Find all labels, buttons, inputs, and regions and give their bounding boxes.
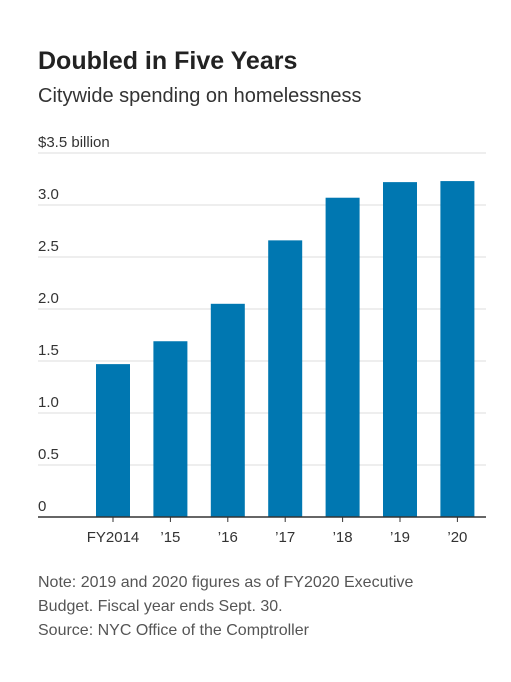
bar — [383, 182, 417, 517]
x-tick-label: ’18 — [333, 529, 353, 546]
y-tick-label: 0.5 — [38, 446, 59, 463]
bar — [96, 364, 130, 517]
bar-chart: 0 0.5 1.0 1.5 2.0 2.5 3.0 $3.5 billion FY2014 ’1… — [38, 134, 486, 546]
bar — [268, 240, 303, 518]
bars — [96, 181, 475, 518]
y-tick-label: 1.0 — [38, 394, 59, 411]
bar — [210, 303, 245, 517]
y-tick-label: 2.0 — [38, 290, 59, 307]
x-tick-label: ’15 — [160, 529, 180, 546]
chart-title: Doubled in Five Years — [38, 47, 298, 75]
x-tick-label: ’19 — [390, 529, 410, 546]
y-tick-label: 3.0 — [38, 186, 59, 203]
source-line: Source: NYC Office of the Comptroller — [38, 622, 309, 639]
x-tick-label: ’16 — [218, 529, 238, 546]
chart-subtitle: Citywide spending on homelessness — [38, 85, 362, 107]
x-tick-label: ’20 — [447, 529, 467, 546]
note-line-1: Note: 2019 and 2020 figures as of FY2020… — [38, 574, 414, 591]
x-tick-label: FY2014 — [87, 529, 140, 546]
bar — [325, 197, 360, 517]
bar — [440, 181, 475, 517]
y-tick-label: 1.5 — [38, 342, 59, 359]
note-line-2: Budget. Fiscal year ends Sept. 30. — [38, 598, 283, 615]
y-tick-label: 0 — [38, 498, 46, 515]
y-tick-label: 2.5 — [38, 238, 59, 255]
y-tick-label: $3.5 billion — [38, 134, 110, 151]
x-tick-label: ’17 — [275, 529, 295, 546]
bar — [153, 341, 188, 517]
x-axis — [38, 516, 486, 522]
y-axis-ticks: 0 0.5 1.0 1.5 2.0 2.5 3.0 $3.5 billion — [38, 134, 110, 515]
chart-notes: Note: 2019 and 2020 figures as of FY2020… — [38, 571, 488, 643]
x-axis-ticks: FY2014 ’15 ’16 ’17 ’18 ’19 ’20 — [87, 529, 468, 546]
